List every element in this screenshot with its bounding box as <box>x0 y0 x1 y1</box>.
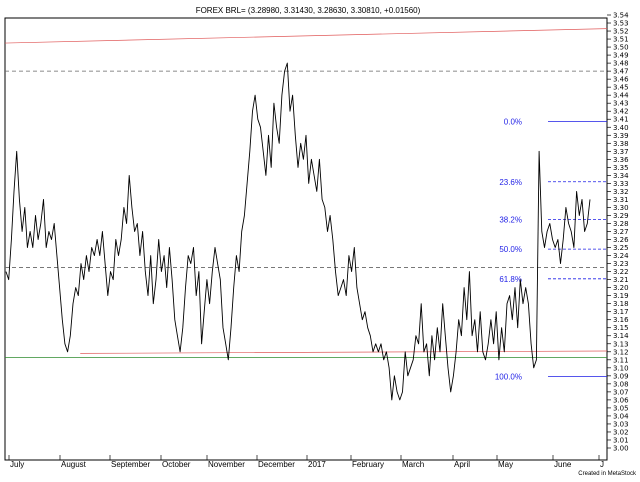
y-tick-label: 3.53 <box>613 20 629 28</box>
chart-title: FOREX BRL= (3.28980, 3.31430, 3.28630, 3… <box>196 6 421 15</box>
fib-label-0: 0.0% <box>504 118 522 127</box>
trendline-1 <box>80 350 608 354</box>
month-label: 2017 <box>308 460 326 469</box>
y-tick-label: 3.41 <box>613 116 629 124</box>
y-tick-label: 3.02 <box>613 428 629 436</box>
y-tick-label: 3.40 <box>613 124 629 132</box>
y-tick-label: 3.03 <box>613 420 629 428</box>
y-tick-label: 3.27 <box>613 228 629 236</box>
y-tick-label: 3.49 <box>613 52 629 60</box>
y-tick-label: 3.19 <box>613 292 629 300</box>
y-tick-label: 3.06 <box>613 396 629 404</box>
fib-label-4: 61.8% <box>499 275 522 284</box>
y-tick-label: 3.47 <box>613 68 629 76</box>
y-tick-label: 3.26 <box>613 236 629 244</box>
y-tick-label: 3.24 <box>613 252 629 260</box>
y-tick-label: 3.46 <box>613 76 629 84</box>
month-label: March <box>402 460 424 469</box>
y-tick-label: 3.29 <box>613 212 629 220</box>
fib-label-2: 38.2% <box>499 215 522 224</box>
y-tick-label: 3.50 <box>613 44 629 52</box>
fib-label-1: 23.6% <box>499 178 522 187</box>
month-label: August <box>61 460 87 469</box>
y-tick-label: 3.25 <box>613 244 629 252</box>
y-tick-label: 3.23 <box>613 260 629 268</box>
y-tick-label: 3.07 <box>613 388 629 396</box>
month-label: September <box>111 460 150 469</box>
y-tick-label: 3.33 <box>613 180 629 188</box>
y-tick-label: 3.01 <box>613 436 629 444</box>
month-label: July <box>10 460 24 469</box>
y-tick-label: 3.09 <box>613 372 629 380</box>
y-tick-label: 3.13 <box>613 340 629 348</box>
y-tick-label: 3.30 <box>613 204 629 212</box>
y-tick-label: 3.12 <box>613 348 629 356</box>
y-tick-label: 3.39 <box>613 132 629 140</box>
y-tick-label: 3.32 <box>613 188 629 196</box>
fibonacci-layer: 0.0% 23.6% 38.2% 50.0% 61.8% 100.0% <box>495 118 607 382</box>
y-tick-label: 3.42 <box>613 108 629 116</box>
y-tick-label: 3.18 <box>613 300 629 308</box>
y-tick-label: 3.05 <box>613 404 629 412</box>
y-tick-label: 3.43 <box>613 100 629 108</box>
fib-label-3: 50.0% <box>499 245 522 254</box>
y-tick-label: 3.15 <box>613 324 629 332</box>
y-tick-label: 3.00 <box>613 445 629 453</box>
y-tick-label: 3.17 <box>613 308 629 316</box>
fib-label-5: 100.0% <box>495 373 522 382</box>
y-tick-label: 3.51 <box>613 36 629 44</box>
month-label: February <box>352 460 384 469</box>
month-label: June <box>554 460 572 469</box>
y-tick-label: 3.45 <box>613 84 629 92</box>
month-label: November <box>208 460 245 469</box>
y-tick-label: 3.10 <box>613 364 629 372</box>
y-tick-label: 3.37 <box>613 148 629 156</box>
y-tick-label: 3.14 <box>613 332 629 340</box>
y-tick-label: 3.54 <box>613 12 629 20</box>
month-label: October <box>162 460 191 469</box>
y-tick-label: 3.16 <box>613 316 629 324</box>
month-label: December <box>258 460 295 469</box>
y-tick-label: 3.48 <box>613 60 629 68</box>
y-tick-label: 3.20 <box>613 284 629 292</box>
y-tick-label: 3.52 <box>613 28 629 36</box>
trendlines-layer <box>4 28 608 354</box>
y-tick-label: 3.21 <box>613 276 629 284</box>
month-label: May <box>498 460 513 469</box>
metastock-credit: Created in MetaStock <box>578 471 637 477</box>
month-axis: July August September October November Decemb… <box>8 455 604 469</box>
y-tick-label: 3.36 <box>613 156 629 164</box>
y-tick-label: 3.11 <box>613 356 629 364</box>
y-tick-label: 3.04 <box>613 412 629 420</box>
y-tick-label: 3.08 <box>613 380 629 388</box>
price-axis-ticks: 3.003.013.023.033.043.053.063.073.083.09… <box>607 12 629 453</box>
month-label: April <box>454 460 470 469</box>
month-label: J <box>600 460 604 469</box>
y-tick-label: 3.28 <box>613 220 629 228</box>
y-tick-label: 3.34 <box>613 172 629 180</box>
trendline-0 <box>4 28 608 44</box>
y-tick-label: 3.44 <box>613 92 629 100</box>
y-tick-label: 3.22 <box>613 268 629 276</box>
y-tick-label: 3.31 <box>613 196 629 204</box>
y-tick-label: 3.35 <box>613 164 629 172</box>
y-tick-label: 3.38 <box>613 140 629 148</box>
price-series-line <box>5 62 591 401</box>
